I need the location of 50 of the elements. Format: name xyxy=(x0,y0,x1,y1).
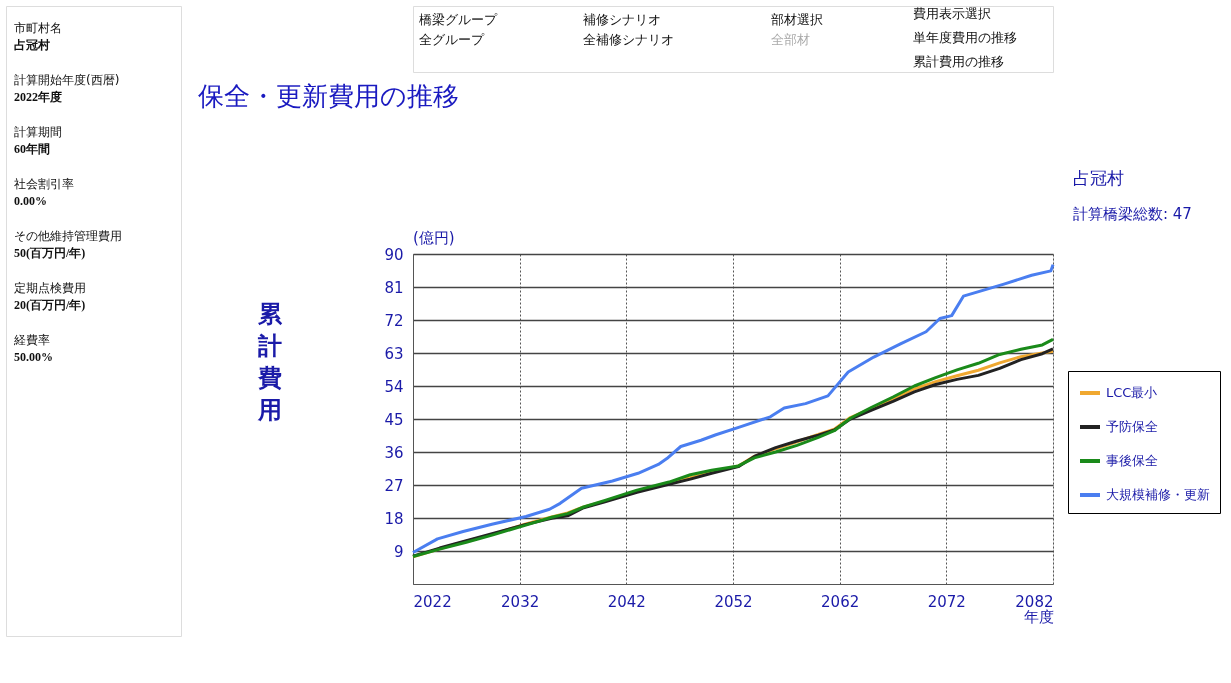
y-tick-label: 36 xyxy=(384,443,404,462)
text: 部材選択 xyxy=(771,12,823,27)
legend-label: LCC最小 xyxy=(1106,385,1158,400)
text: 全補修シナリオ xyxy=(583,32,674,47)
text: 0.00% xyxy=(14,194,47,208)
text: 橋梁グループ xyxy=(419,12,498,27)
chart-title: 保全・更新費用の推移 xyxy=(197,81,459,111)
y-tick-label: 18 xyxy=(384,509,404,528)
x-tick-label: 2052 xyxy=(714,592,753,611)
text: (億円) xyxy=(413,229,455,247)
text: 全グループ xyxy=(419,32,485,47)
text: 20(百万円/年) xyxy=(14,298,86,312)
text: 60年間 xyxy=(14,142,50,156)
text: 社会割引率 xyxy=(14,177,74,191)
y-tick-label: 72 xyxy=(384,311,404,330)
x-tick-label: 2022 xyxy=(413,592,452,611)
text: その他維持管理費用 xyxy=(14,229,122,243)
text: 定期点検費用 xyxy=(14,281,86,295)
text: 計算期間 xyxy=(14,125,62,139)
x-axis-title: 年度 xyxy=(1023,607,1054,626)
text: 占冠村 xyxy=(14,38,50,52)
x-tick-label: 2062 xyxy=(821,592,860,611)
x-tick-label: 2032 xyxy=(501,592,540,611)
y-tick-label: 90 xyxy=(384,245,404,264)
text: 市町村名 xyxy=(14,21,62,35)
text: 経費率 xyxy=(13,333,50,347)
y-tick-label: 54 xyxy=(384,377,404,396)
x-tick-label: 2072 xyxy=(927,592,966,611)
y-tick-label: 81 xyxy=(384,278,404,297)
y-tick-label: 9 xyxy=(393,542,404,561)
text: 費用表示選択 xyxy=(913,6,991,21)
text: 50(百万円/年) xyxy=(14,246,86,260)
text: 占冠村 xyxy=(1073,168,1124,188)
y-tick-label: 63 xyxy=(384,344,404,363)
line-series xyxy=(411,263,1055,554)
text: 全部材 xyxy=(771,32,810,47)
x-tick-label: 2042 xyxy=(607,592,646,611)
text: 補修シナリオ xyxy=(583,12,661,27)
y-tick-label: 27 xyxy=(384,476,404,495)
text: 計算開始年度(西暦) xyxy=(14,73,120,87)
text: 単年度費用の推移 xyxy=(913,30,1017,45)
legend-label: 大規模補修・更新 xyxy=(1106,487,1210,502)
text: 2022年度 xyxy=(14,90,62,104)
legend-label: 事後保全 xyxy=(1106,453,1158,468)
text: 累計費用の推移 xyxy=(913,54,1004,69)
text: 計算橋梁総数: 47 xyxy=(1073,205,1192,223)
legend-label: 予防保全 xyxy=(1106,419,1158,434)
text: 50.00% xyxy=(14,350,53,364)
y-tick-label: 45 xyxy=(384,410,404,429)
y-axis-title: 累計費用 xyxy=(257,299,284,424)
